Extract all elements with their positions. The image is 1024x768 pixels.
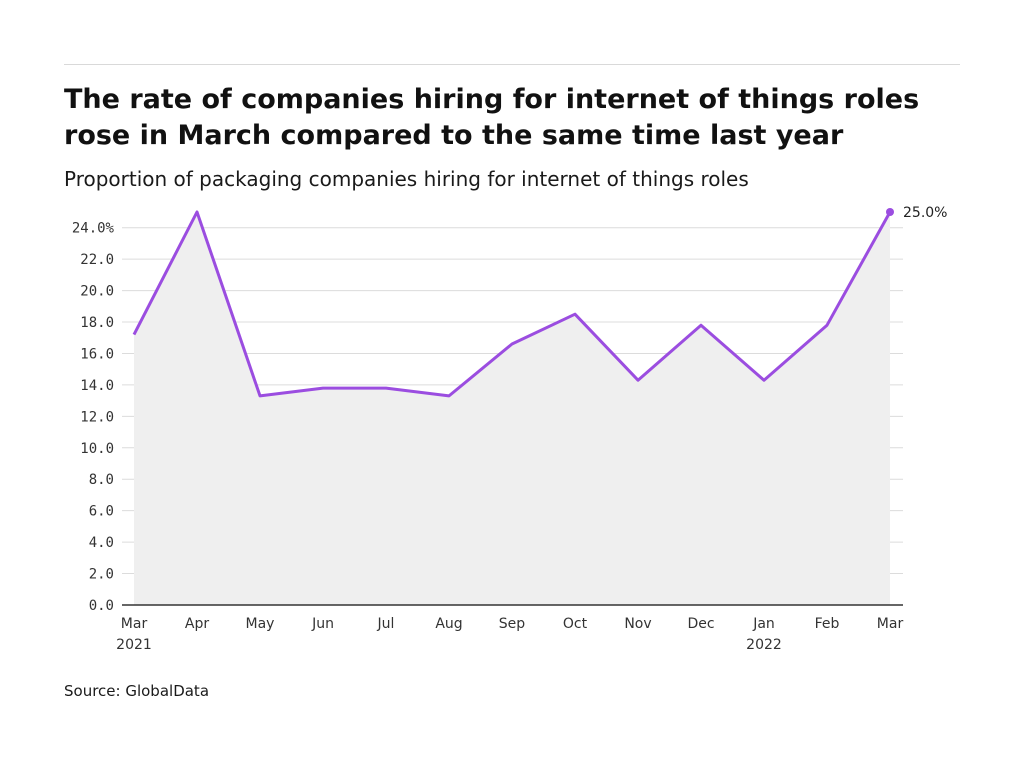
y-tick-label: 12.0 — [80, 409, 114, 425]
x-tick-label: Mar — [121, 616, 148, 632]
x-tick-label: Feb — [815, 616, 840, 632]
x-tick-label: Jan — [752, 616, 775, 632]
y-tick-label: 16.0 — [80, 346, 114, 362]
x-axis-labels: Mar 2021 Apr May Jun Jul Aug Sep Oct Nov Dec Jan 202… — [116, 616, 903, 653]
x-tick-label: Jul — [377, 616, 395, 632]
chart-title: The rate of companies hiring for interne… — [64, 84, 920, 151]
chart-subtitle: Proportion of packaging companies hiring… — [64, 167, 749, 191]
x-tick-label: Jun — [311, 616, 334, 632]
y-tick-label: 14.0 — [80, 378, 114, 394]
end-value-label: 25.0% — [903, 205, 947, 221]
x-year-label: 2021 — [116, 637, 152, 653]
x-tick-label: Mar — [877, 616, 904, 632]
y-axis-labels: 0.0 2.0 4.0 6.0 8.0 10.0 12.0 14.0 16.0 18.0 20.0 2… — [72, 221, 115, 614]
x-tick-label: Nov — [624, 616, 651, 632]
y-tick-label: 0.0 — [89, 598, 114, 614]
y-tick-label: 18.0 — [80, 315, 114, 331]
end-point-marker — [886, 208, 894, 216]
y-tick-label: 2.0 — [89, 567, 114, 583]
y-tick-label: 8.0 — [89, 472, 114, 488]
source-note: Source: GlobalData — [64, 682, 210, 700]
x-tick-label: Apr — [185, 616, 209, 632]
x-year-label: 2022 — [746, 637, 782, 653]
y-tick-label: 22.0 — [80, 252, 114, 268]
x-tick-label: Aug — [435, 616, 462, 632]
y-tick-label: 24.0% — [72, 221, 115, 237]
x-tick-label: Sep — [499, 616, 526, 632]
area-fill — [134, 212, 890, 605]
y-tick-label: 6.0 — [89, 504, 114, 520]
x-tick-label: Dec — [687, 616, 714, 632]
y-tick-label: 20.0 — [80, 284, 114, 300]
top-divider — [64, 64, 960, 65]
x-tick-label: Oct — [563, 616, 588, 632]
y-tick-label: 10.0 — [80, 441, 114, 457]
y-tick-label: 4.0 — [89, 535, 114, 551]
series-line — [132, 210, 892, 398]
x-tick-label: May — [246, 616, 275, 632]
